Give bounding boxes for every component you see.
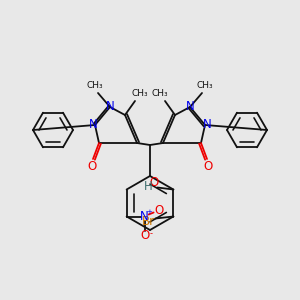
Text: O: O (203, 160, 213, 172)
Text: N: N (140, 210, 149, 223)
Text: CH₃: CH₃ (197, 82, 213, 91)
Text: O: O (87, 160, 97, 172)
Text: CH₃: CH₃ (87, 82, 103, 91)
Text: N: N (106, 100, 114, 112)
Text: O: O (154, 204, 163, 217)
Text: O: O (140, 229, 149, 242)
Text: +: + (147, 209, 153, 215)
Text: O: O (150, 176, 159, 189)
Text: CH₃: CH₃ (152, 89, 168, 98)
Text: -: - (149, 229, 152, 238)
Text: Br: Br (142, 215, 155, 228)
Text: H: H (144, 180, 153, 193)
Text: N: N (202, 118, 211, 130)
Text: N: N (88, 118, 98, 130)
Text: N: N (186, 100, 194, 112)
Text: CH₃: CH₃ (132, 89, 148, 98)
